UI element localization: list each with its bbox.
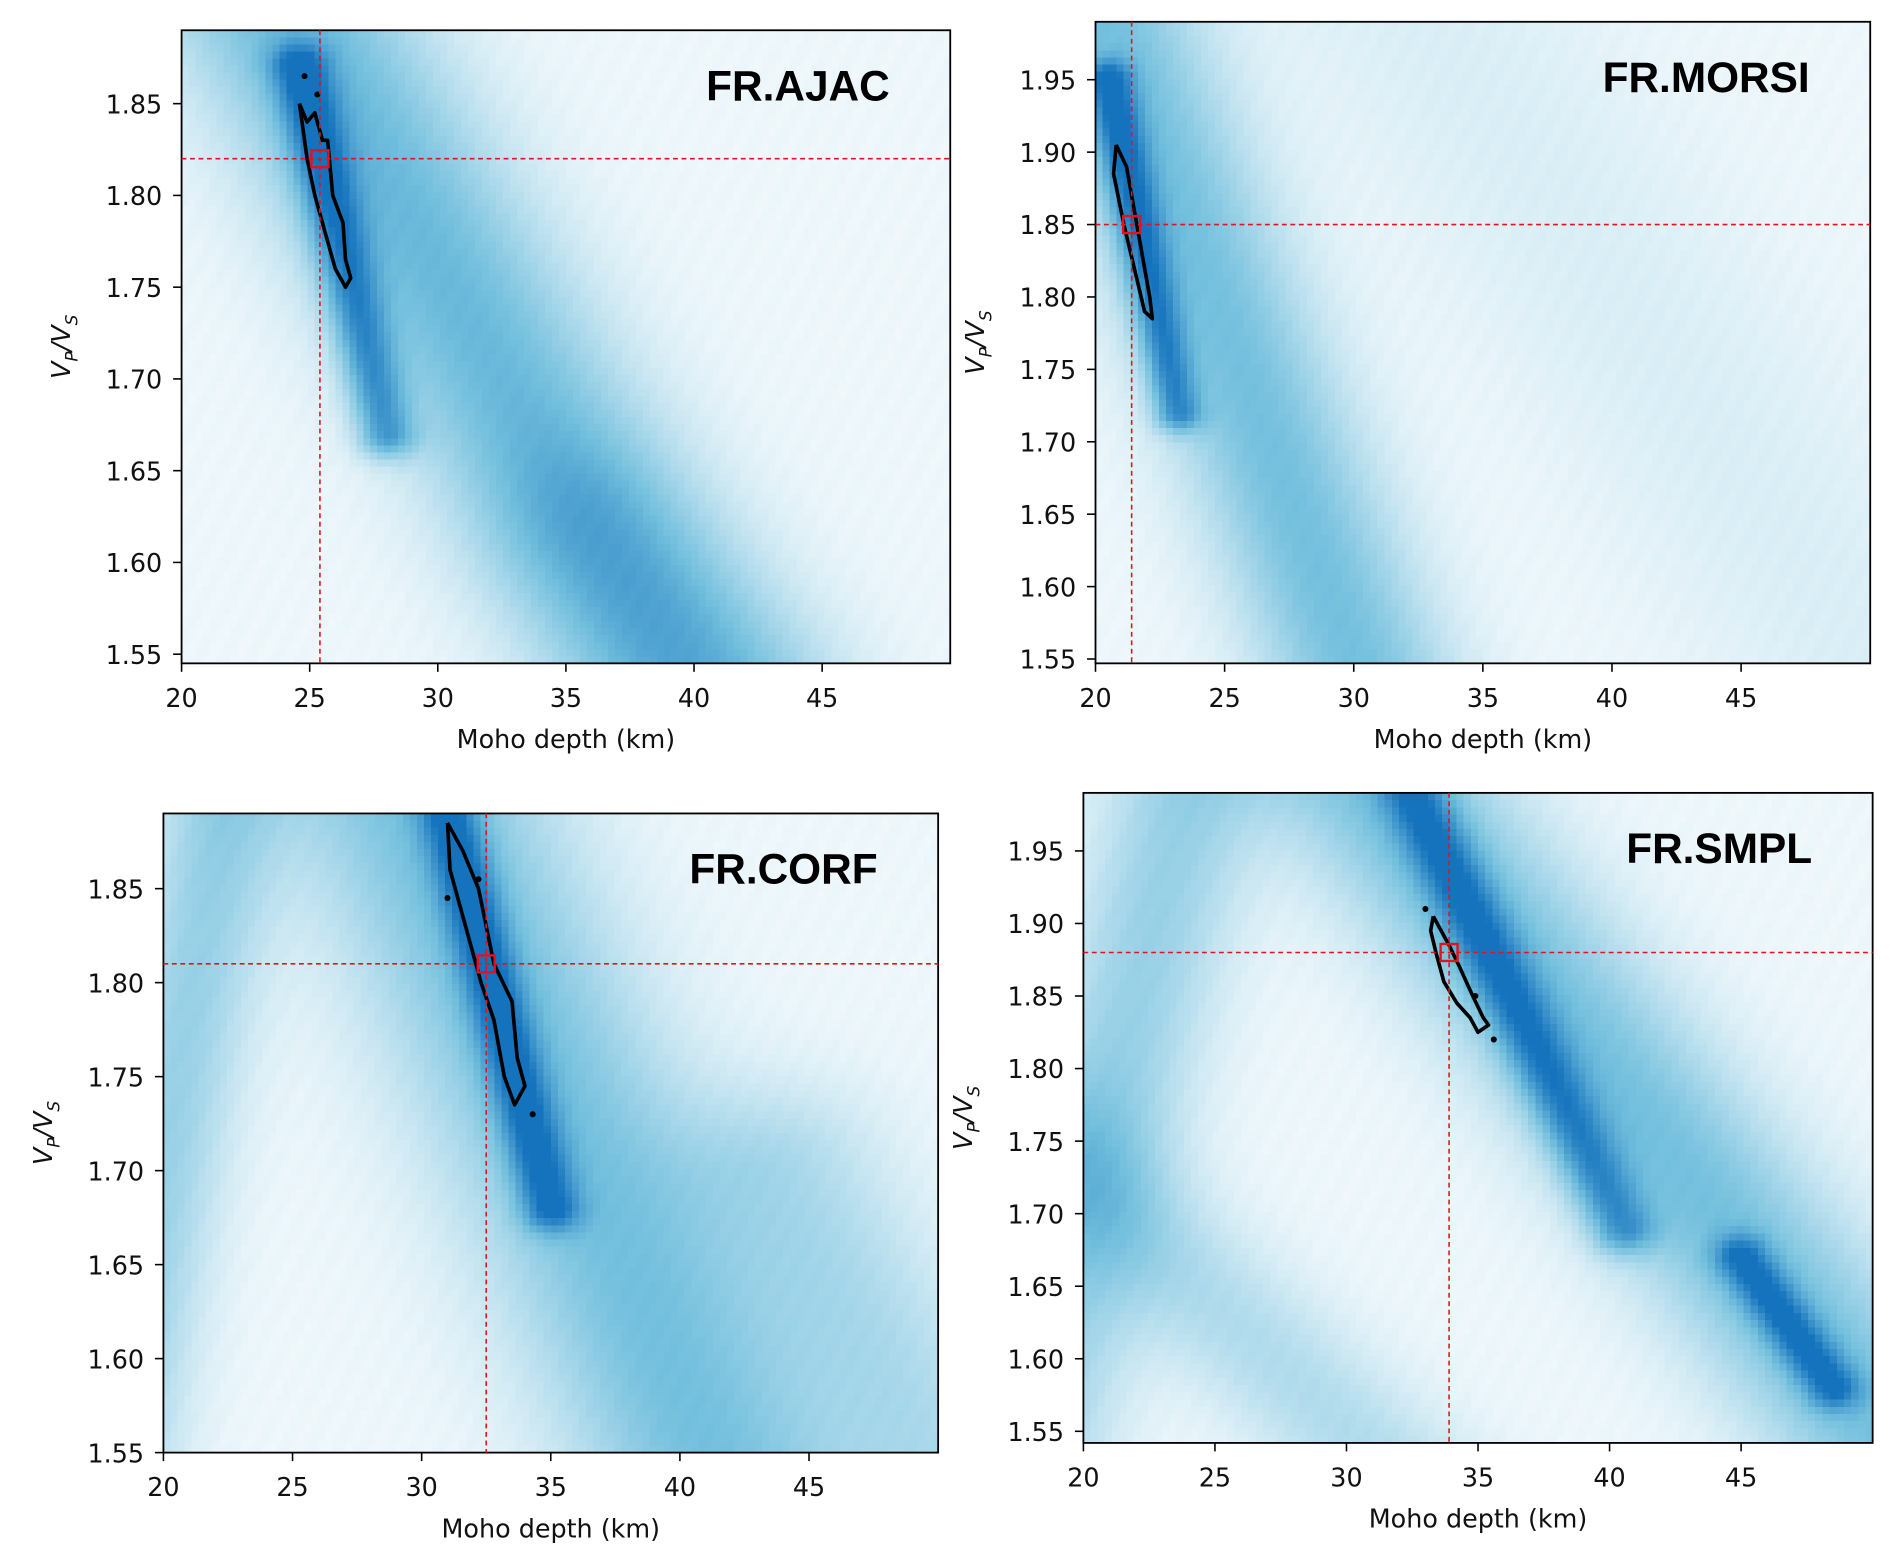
contour-dot [475, 876, 482, 883]
y-tick-label: 1.65 [1020, 500, 1077, 530]
contour-dot [1422, 905, 1429, 912]
y-tick-label: 1.60 [106, 548, 163, 578]
y-tick-label: 1.85 [106, 89, 163, 119]
x-tick-label: 25 [276, 1472, 308, 1502]
y-tick-label: 1.55 [1020, 645, 1077, 675]
y-axis-label: VP/VS [960, 310, 995, 375]
contour-dot [444, 895, 451, 902]
y-tick-label: 1.55 [1007, 1417, 1064, 1447]
x-tick-label: 45 [1725, 683, 1757, 713]
y-tick-label: 1.60 [87, 1344, 144, 1374]
confidence-contour [297, 102, 353, 289]
x-tick-label: 30 [405, 1472, 437, 1502]
y-tick-label: 1.60 [1020, 572, 1077, 602]
contour-dot [301, 73, 308, 80]
y-tick-label: 1.70 [106, 365, 163, 395]
x-axis-label: Moho depth (km) [1374, 724, 1593, 754]
y-tick-label: 1.55 [106, 640, 163, 670]
best-fit-marker [310, 149, 330, 169]
y-tick-label: 1.90 [1020, 138, 1077, 168]
x-tick-label: 40 [678, 683, 710, 713]
y-tick-label: 1.70 [1007, 1199, 1064, 1229]
y-tick-label: 1.55 [87, 1438, 144, 1468]
x-tick-label: 20 [165, 683, 197, 713]
x-tick-label: 30 [1330, 1462, 1362, 1492]
y-tick-label: 1.65 [106, 456, 163, 486]
y-tick-label: 1.85 [1020, 210, 1077, 240]
x-tick-label: 25 [1199, 1462, 1231, 1492]
station-title: FR.AJAC [706, 62, 890, 109]
x-axis-label: Moho depth (km) [442, 1513, 661, 1543]
y-tick-label: 1.85 [1007, 982, 1064, 1012]
y-tick-label: 1.80 [1007, 1054, 1064, 1084]
x-tick-label: 20 [147, 1472, 179, 1502]
heatmap [181, 30, 951, 664]
y-tick-label: 1.70 [87, 1156, 144, 1186]
x-axis-label: Moho depth (km) [1369, 1504, 1588, 1534]
y-axis-label: VP/VS [948, 1085, 983, 1150]
best-fit-marker [1121, 214, 1142, 235]
x-tick-label: 40 [1593, 1462, 1625, 1492]
best-fit-marker [1439, 942, 1459, 963]
y-tick-label: 1.95 [1007, 837, 1064, 867]
x-tick-label: 20 [1079, 683, 1111, 713]
contour-dot [1490, 1036, 1497, 1043]
station-title: FR.CORF [689, 846, 877, 893]
y-tick-label: 1.75 [1007, 1127, 1064, 1157]
y-tick-label: 1.75 [87, 1062, 144, 1092]
y-tick-label: 1.95 [1020, 65, 1077, 95]
heatmap [163, 813, 939, 1453]
x-tick-label: 40 [664, 1472, 696, 1502]
y-tick-label: 1.75 [1020, 355, 1077, 385]
y-tick-label: 1.80 [87, 968, 144, 998]
best-fit-marker [476, 954, 496, 974]
x-tick-label: 30 [422, 683, 454, 713]
x-tick-label: 25 [1208, 683, 1240, 713]
heatmap [1083, 792, 1873, 1443]
x-tick-label: 45 [793, 1472, 825, 1502]
axes-frame [1082, 791, 1874, 1444]
heatmap [1095, 21, 1871, 664]
station-title: FR.MORSI [1603, 54, 1810, 101]
confidence-contour [1428, 915, 1491, 1035]
confidence-contour [445, 821, 527, 1107]
x-tick-label: 35 [1467, 683, 1499, 713]
x-tick-label: 20 [1067, 1462, 1099, 1492]
y-axis-label: VP/VS [46, 314, 81, 379]
y-tick-label: 1.70 [1020, 427, 1077, 457]
y-tick-label: 1.65 [87, 1250, 144, 1280]
x-tick-label: 35 [535, 1472, 567, 1502]
y-tick-label: 1.65 [1007, 1272, 1064, 1302]
y-tick-label: 1.80 [106, 181, 163, 211]
y-tick-label: 1.60 [1007, 1344, 1064, 1374]
x-tick-label: 45 [806, 683, 838, 713]
y-axis-label: VP/VS [28, 1101, 63, 1166]
contour-dot [529, 1111, 536, 1118]
y-tick-label: 1.90 [1007, 909, 1064, 939]
x-tick-label: 40 [1596, 683, 1628, 713]
x-tick-label: 30 [1338, 683, 1370, 713]
y-tick-label: 1.85 [87, 874, 144, 904]
x-tick-label: 35 [550, 683, 582, 713]
x-tick-label: 45 [1725, 1462, 1757, 1492]
y-tick-label: 1.80 [1020, 283, 1077, 313]
x-tick-label: 25 [294, 683, 326, 713]
contour-dot [1472, 992, 1479, 1000]
x-axis-label: Moho depth (km) [457, 724, 676, 754]
x-tick-label: 35 [1462, 1462, 1494, 1492]
contour-dot [314, 91, 321, 98]
station-title: FR.SMPL [1626, 825, 1812, 872]
y-tick-label: 1.75 [106, 273, 163, 303]
